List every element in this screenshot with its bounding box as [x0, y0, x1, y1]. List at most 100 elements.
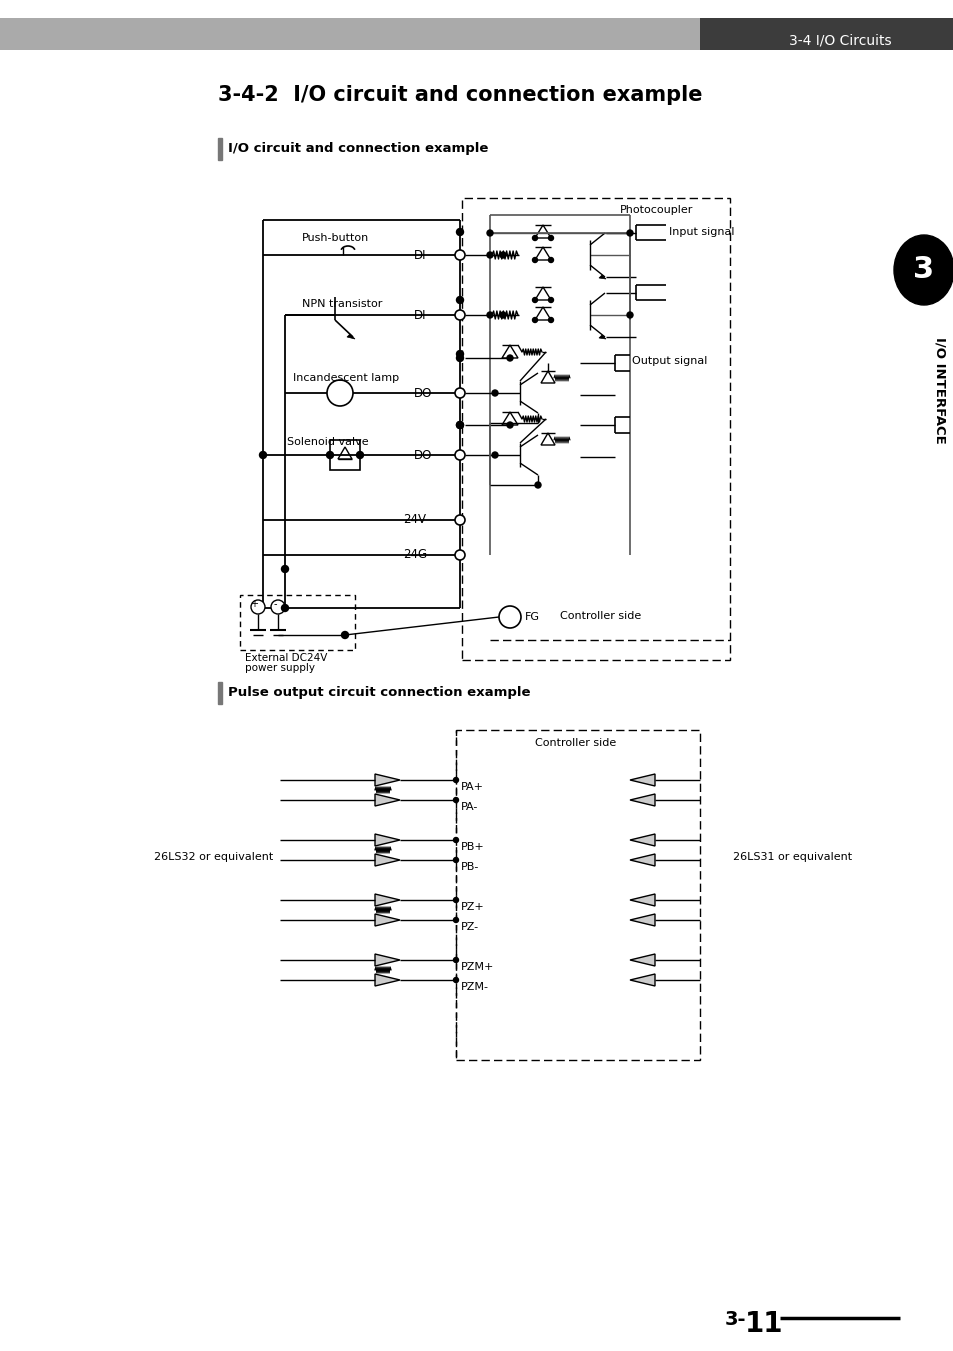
Circle shape [532, 297, 537, 303]
Circle shape [259, 451, 266, 458]
Circle shape [456, 422, 463, 428]
Circle shape [281, 566, 288, 573]
Circle shape [456, 350, 463, 358]
Text: DI: DI [414, 249, 426, 262]
Polygon shape [375, 915, 399, 925]
Circle shape [453, 917, 458, 923]
Circle shape [548, 317, 553, 323]
Circle shape [499, 253, 505, 258]
Polygon shape [629, 954, 655, 966]
Circle shape [506, 355, 513, 361]
Text: 3-: 3- [724, 1310, 745, 1329]
Text: 3-4 I/O Circuits: 3-4 I/O Circuits [788, 34, 890, 49]
Circle shape [456, 354, 463, 362]
Circle shape [626, 230, 633, 236]
Text: Input signal: Input signal [668, 227, 734, 236]
Polygon shape [375, 834, 399, 846]
Circle shape [486, 230, 493, 236]
Text: 24V: 24V [402, 513, 426, 526]
Circle shape [453, 797, 458, 802]
Circle shape [506, 422, 513, 428]
Text: Output signal: Output signal [631, 357, 706, 366]
Circle shape [271, 600, 285, 613]
Circle shape [326, 451, 334, 458]
Text: Photocoupler: Photocoupler [619, 205, 693, 215]
Bar [456, 730, 700, 1061]
Circle shape [455, 309, 464, 320]
Text: PA+: PA+ [460, 782, 483, 792]
Polygon shape [347, 334, 355, 339]
Ellipse shape [893, 235, 953, 305]
Circle shape [453, 958, 458, 962]
Text: Push-button: Push-button [302, 232, 369, 243]
Circle shape [455, 550, 464, 561]
Polygon shape [629, 834, 655, 846]
Circle shape [532, 235, 537, 240]
Bar [0, 18, 700, 50]
Circle shape [532, 317, 537, 323]
Circle shape [327, 380, 353, 407]
Polygon shape [375, 894, 399, 907]
Bar [461, 199, 729, 661]
Circle shape [492, 390, 497, 396]
Text: PB-: PB- [460, 862, 478, 871]
Text: PZ+: PZ+ [460, 902, 484, 912]
Text: PZ-: PZ- [460, 921, 478, 932]
Polygon shape [375, 774, 399, 786]
Polygon shape [375, 854, 399, 866]
Circle shape [455, 450, 464, 459]
Circle shape [456, 228, 463, 235]
Text: Pulse output circuit connection example: Pulse output circuit connection example [228, 686, 530, 698]
Circle shape [535, 482, 540, 488]
Text: PB+: PB+ [460, 842, 484, 852]
Text: DO: DO [414, 449, 432, 462]
Polygon shape [629, 915, 655, 925]
Polygon shape [598, 335, 605, 339]
Text: DI: DI [414, 309, 426, 322]
Text: power supply: power supply [245, 663, 314, 673]
Circle shape [341, 631, 348, 639]
Text: 11: 11 [744, 1310, 782, 1337]
Text: I/O circuit and connection example: I/O circuit and connection example [228, 142, 488, 155]
Polygon shape [629, 974, 655, 986]
Bar [700, 18, 953, 50]
Text: 3-4-2  I/O circuit and connection example: 3-4-2 I/O circuit and connection example [218, 85, 701, 105]
Text: Solenoid valve: Solenoid valve [287, 436, 368, 447]
Circle shape [548, 297, 553, 303]
Text: PA-: PA- [460, 802, 477, 812]
Polygon shape [375, 974, 399, 986]
Text: I/O INTERFACE: I/O INTERFACE [933, 336, 945, 443]
Circle shape [455, 388, 464, 399]
Circle shape [453, 838, 458, 843]
Circle shape [251, 600, 265, 613]
Text: +: + [250, 598, 257, 609]
Text: 3: 3 [912, 255, 934, 285]
Bar [330, 440, 359, 470]
Text: FG: FG [524, 612, 539, 621]
Text: Incandescent lamp: Incandescent lamp [293, 373, 398, 382]
Polygon shape [375, 794, 399, 807]
Text: 26LS31 or equivalent: 26LS31 or equivalent [732, 852, 851, 862]
Text: External DC24V: External DC24V [245, 653, 327, 663]
Text: NPN transistor: NPN transistor [302, 299, 382, 309]
Circle shape [453, 777, 458, 782]
Text: Controller side: Controller side [559, 611, 640, 621]
Circle shape [455, 250, 464, 259]
Circle shape [453, 858, 458, 862]
Circle shape [455, 515, 464, 526]
Polygon shape [629, 894, 655, 907]
Polygon shape [598, 276, 605, 280]
Circle shape [456, 296, 463, 304]
Text: PZM+: PZM+ [460, 962, 494, 971]
Bar [218, 682, 222, 704]
Polygon shape [375, 954, 399, 966]
Text: PZM-: PZM- [460, 982, 489, 992]
Text: DO: DO [414, 386, 432, 400]
Circle shape [456, 422, 463, 428]
Circle shape [356, 451, 363, 458]
Circle shape [532, 258, 537, 262]
Circle shape [626, 312, 633, 317]
Text: 24G: 24G [402, 549, 427, 561]
Polygon shape [629, 774, 655, 786]
Circle shape [548, 235, 553, 240]
